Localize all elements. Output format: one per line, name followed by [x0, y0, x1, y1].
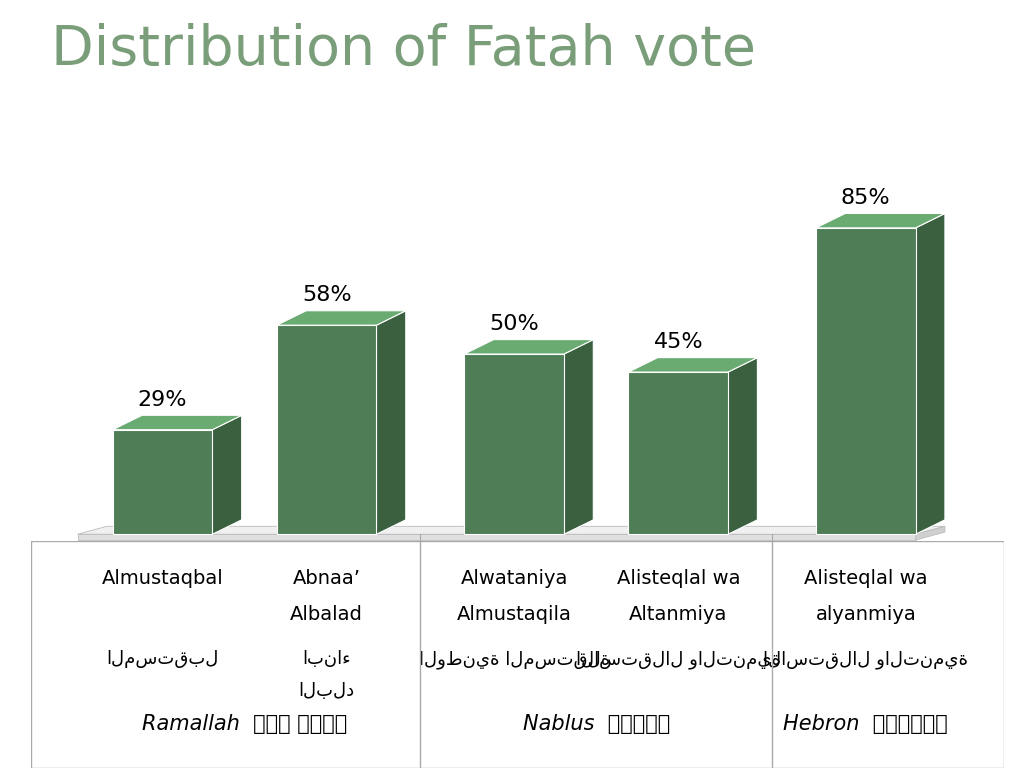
Text: Alwataniya: Alwataniya [461, 568, 568, 588]
Polygon shape [377, 311, 406, 535]
Text: Hebron  الخليل: Hebron الخليل [783, 713, 948, 733]
Polygon shape [629, 358, 758, 372]
Text: 58%: 58% [302, 286, 351, 306]
Text: Altanmiya: Altanmiya [629, 605, 727, 624]
Text: Almustaqila: Almustaqila [457, 605, 571, 624]
Text: الاستقلال والتنمية: الاستقلال والتنمية [763, 650, 969, 669]
Polygon shape [564, 339, 593, 535]
Text: 50%: 50% [489, 314, 539, 334]
Bar [629, 372, 728, 535]
Polygon shape [78, 526, 945, 535]
Text: 29%: 29% [138, 390, 187, 410]
Polygon shape [816, 214, 945, 228]
Text: Alisteqlal wa: Alisteqlal wa [616, 568, 740, 588]
Text: Alisteqlal wa: Alisteqlal wa [804, 568, 928, 588]
Bar [464, 354, 564, 535]
Polygon shape [212, 415, 242, 535]
Bar [113, 430, 212, 535]
Polygon shape [464, 339, 593, 354]
Text: ابناء: ابناء [302, 650, 351, 668]
Text: Ramallah  رام الله: Ramallah رام الله [142, 713, 347, 733]
Polygon shape [113, 415, 242, 430]
Bar [276, 325, 377, 535]
Polygon shape [728, 358, 758, 535]
Text: 85%: 85% [841, 188, 891, 208]
Polygon shape [915, 526, 945, 540]
Text: Almustaqbal: Almustaqbal [101, 568, 223, 588]
Text: 45%: 45% [653, 333, 703, 353]
Bar [78, 535, 915, 540]
Polygon shape [915, 214, 945, 535]
Bar [816, 228, 915, 535]
Text: Distribution of Fatah vote: Distribution of Fatah vote [51, 23, 756, 77]
Text: Albalad: Albalad [290, 605, 364, 624]
Text: المستقبل: المستقبل [106, 650, 219, 668]
Text: البلد: البلد [299, 682, 354, 700]
Text: الاستقلال والتنمية: الاستقلال والتنمية [575, 650, 780, 669]
Text: Abnaa’: Abnaa’ [293, 568, 360, 588]
Polygon shape [276, 311, 406, 325]
Text: الوطنية المستقلة: الوطنية المستقلة [419, 650, 610, 669]
Text: Nablus  نابلس: Nablus نابلس [522, 713, 670, 733]
Text: alyanmiya: alyanmiya [815, 605, 916, 624]
